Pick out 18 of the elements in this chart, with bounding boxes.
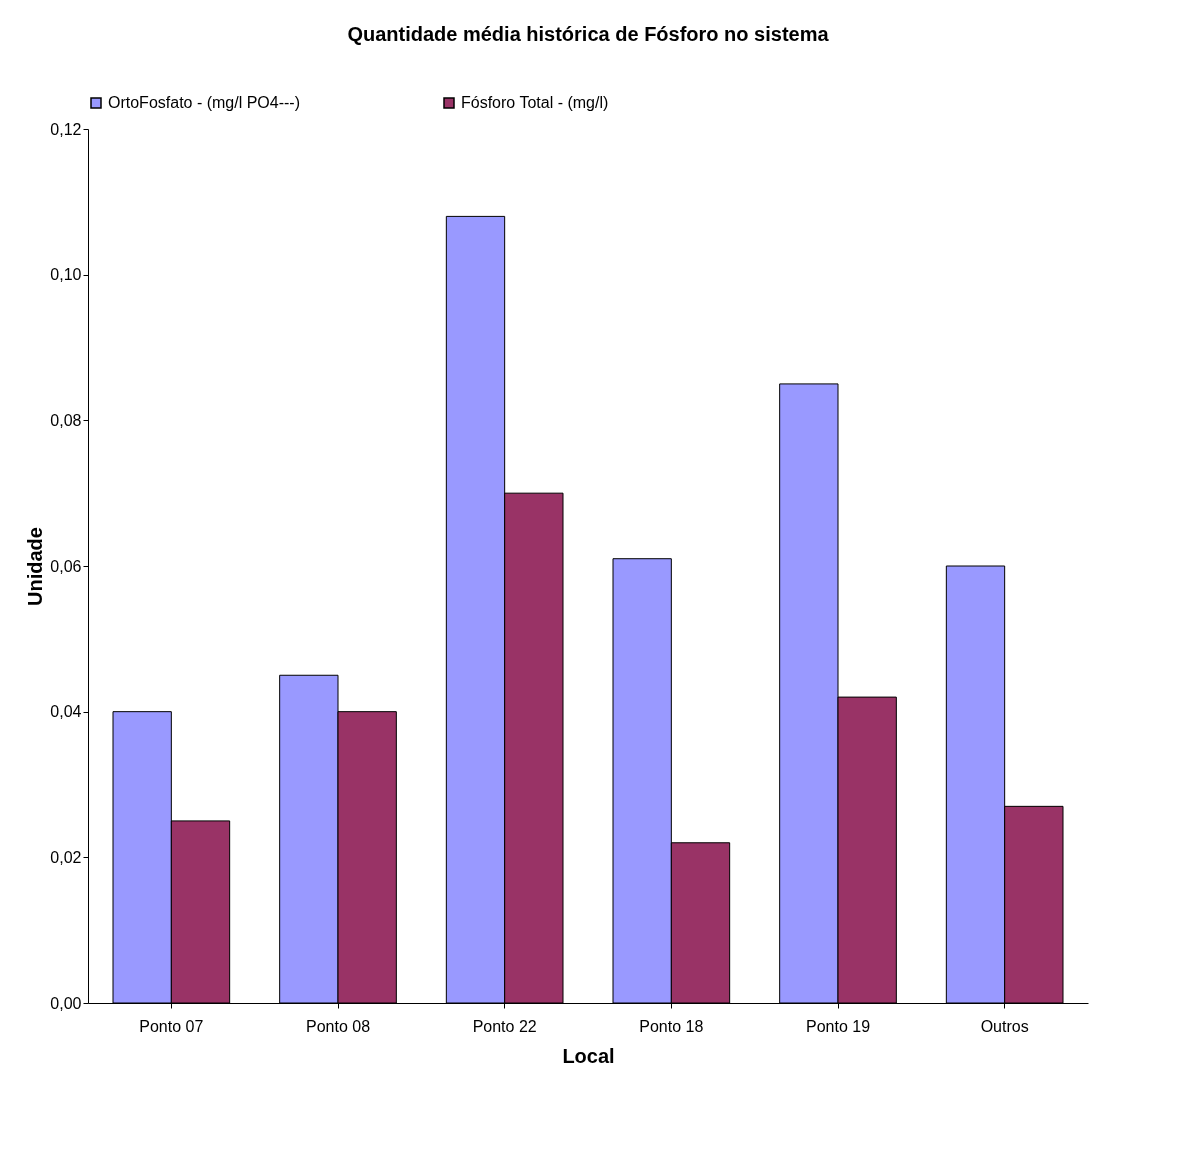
x-tick-label: Ponto 08 bbox=[305, 1017, 371, 1035]
x-tick-label: Outros bbox=[980, 1017, 1029, 1035]
x-tick-label: Ponto 22 bbox=[472, 1017, 537, 1035]
y-tick-label: 0,08 bbox=[50, 411, 82, 429]
y-tick-label: 0,12 bbox=[50, 120, 82, 138]
y-tick-label: 0,00 bbox=[50, 994, 82, 1012]
legend-label: OrtoFosfato - (mg/l PO4---) bbox=[108, 94, 301, 111]
legend-label: Fósforo Total - (mg/l) bbox=[461, 94, 609, 111]
y-tick-label: 0,02 bbox=[50, 848, 82, 866]
chart-title: Quantidade média histórica de Fósforo no sistema bbox=[347, 23, 830, 45]
y-tick-label: 0,04 bbox=[50, 703, 82, 721]
x-tick-label: Ponto 19 bbox=[805, 1017, 871, 1035]
y-axis-title: Unidade bbox=[24, 527, 47, 606]
x-tick-label: Ponto 18 bbox=[639, 1017, 704, 1035]
x-axis-title: Local bbox=[562, 1044, 615, 1067]
y-tick-label: 0,10 bbox=[50, 266, 82, 284]
y-tick-label: 0,06 bbox=[50, 557, 82, 575]
x-tick-label: Ponto 07 bbox=[139, 1017, 204, 1035]
